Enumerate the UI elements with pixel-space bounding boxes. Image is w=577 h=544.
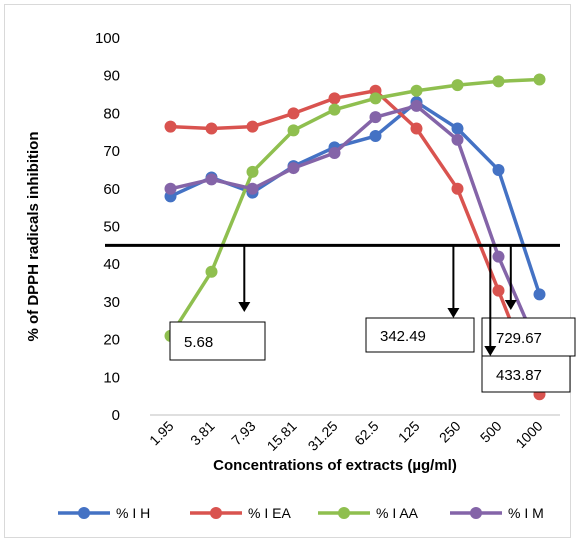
y-tick-label: 20 xyxy=(103,332,120,349)
x-tick-label: 1.95 xyxy=(146,418,177,449)
data-point xyxy=(246,182,259,195)
data-point xyxy=(492,163,505,176)
data-point xyxy=(246,165,259,178)
x-tick-label: 125 xyxy=(395,418,423,446)
data-point xyxy=(369,92,382,105)
annotation-arrowhead xyxy=(447,308,460,318)
x-axis-label: Concentrations of extracts (µg/ml) xyxy=(213,457,457,474)
data-point xyxy=(246,120,259,133)
data-point xyxy=(205,122,218,135)
x-tick-label: 15.81 xyxy=(264,418,300,454)
data-point xyxy=(328,146,341,159)
annotation-0: 5.68 xyxy=(169,245,266,361)
series-line xyxy=(170,104,542,352)
y-tick-label: 70 xyxy=(103,143,120,160)
data-point xyxy=(164,182,177,195)
annotation-3: 433.87 xyxy=(481,245,571,393)
data-point xyxy=(205,173,218,186)
data-point xyxy=(164,120,177,133)
legend-item-0: % I H xyxy=(58,505,150,521)
annotation-label: 729.67 xyxy=(496,330,542,347)
data-point xyxy=(410,84,423,97)
data-point xyxy=(205,265,218,278)
data-point xyxy=(451,133,464,146)
legend-label: % I M xyxy=(508,505,544,521)
annotation-arrowhead xyxy=(238,302,251,312)
y-tick-label: 40 xyxy=(103,256,120,273)
data-point xyxy=(533,288,546,301)
y-tick-label: 60 xyxy=(103,181,120,198)
x-tick-label: 3.81 xyxy=(187,418,218,449)
y-tick-label: 90 xyxy=(103,68,120,85)
annotation-1: 342.49 xyxy=(365,245,475,353)
series-line xyxy=(169,77,540,337)
legend: % I H % I EA % I AA % I M xyxy=(58,505,544,521)
annotation-label: 433.87 xyxy=(496,367,542,384)
x-axis-ticks: 1.95 3.81 7.93 15.81 31.25 62.5 125 250 500 1000 xyxy=(146,418,546,454)
y-tick-label: 50 xyxy=(103,219,120,236)
legend-label: % I EA xyxy=(248,505,291,521)
annotation-layer: 5.68 342.49 729.67 433.87 xyxy=(169,245,576,393)
data-point xyxy=(451,182,464,195)
data-point xyxy=(533,73,546,86)
legend-item-1: % I EA xyxy=(190,505,291,521)
x-tick-label: 7.93 xyxy=(228,418,259,449)
data-point xyxy=(451,122,464,135)
annotation-arrowhead xyxy=(484,346,497,356)
annotation-box xyxy=(169,321,266,361)
legend-item-3: % I M xyxy=(450,505,544,521)
data-point xyxy=(287,107,300,120)
annotation-2: 729.67 xyxy=(481,245,576,357)
legend-label: % I H xyxy=(116,505,150,521)
legend-swatch-marker xyxy=(78,507,90,519)
annotation-arrowhead xyxy=(504,300,517,310)
x-tick-label: 31.25 xyxy=(305,418,341,454)
annotation-label: 5.68 xyxy=(184,334,213,351)
legend-swatch-marker xyxy=(210,507,222,519)
y-tick-label: 0 xyxy=(112,407,120,424)
legend-item-2: % I AA xyxy=(318,505,419,521)
data-point xyxy=(410,99,423,112)
legend-swatch-marker xyxy=(338,507,350,519)
data-point xyxy=(410,122,423,135)
x-tick-label: 500 xyxy=(477,418,505,446)
x-tick-label: 62.5 xyxy=(351,418,382,449)
data-point xyxy=(492,250,505,263)
annotation-box xyxy=(481,317,576,357)
y-tick-label: 80 xyxy=(103,105,120,122)
series-line xyxy=(170,89,542,395)
data-point xyxy=(369,130,382,143)
legend-label: % I AA xyxy=(376,505,419,521)
data-point xyxy=(492,75,505,88)
y-tick-label: 100 xyxy=(95,30,120,47)
x-tick-label: 250 xyxy=(436,418,464,446)
data-point xyxy=(451,79,464,92)
series-line xyxy=(169,100,542,295)
data-point xyxy=(328,92,341,105)
data-point xyxy=(328,103,341,116)
legend-swatch-marker xyxy=(470,507,482,519)
chart-frame xyxy=(4,4,571,538)
data-point xyxy=(287,162,300,175)
y-axis-label: % of DPPH radicals inhibition xyxy=(25,131,42,341)
y-axis-ticks: 0 10 20 30 40 50 60 70 80 90 100 xyxy=(95,30,120,424)
data-point xyxy=(287,124,300,137)
annotation-box xyxy=(365,317,475,353)
annotation-label: 342.49 xyxy=(380,328,426,345)
y-tick-label: 30 xyxy=(103,294,120,311)
data-point xyxy=(492,284,505,297)
data-point xyxy=(369,111,382,124)
series-2 xyxy=(164,73,546,342)
annotation-box xyxy=(481,355,571,393)
y-tick-label: 10 xyxy=(103,369,120,386)
x-tick-label: 1000 xyxy=(512,418,545,451)
